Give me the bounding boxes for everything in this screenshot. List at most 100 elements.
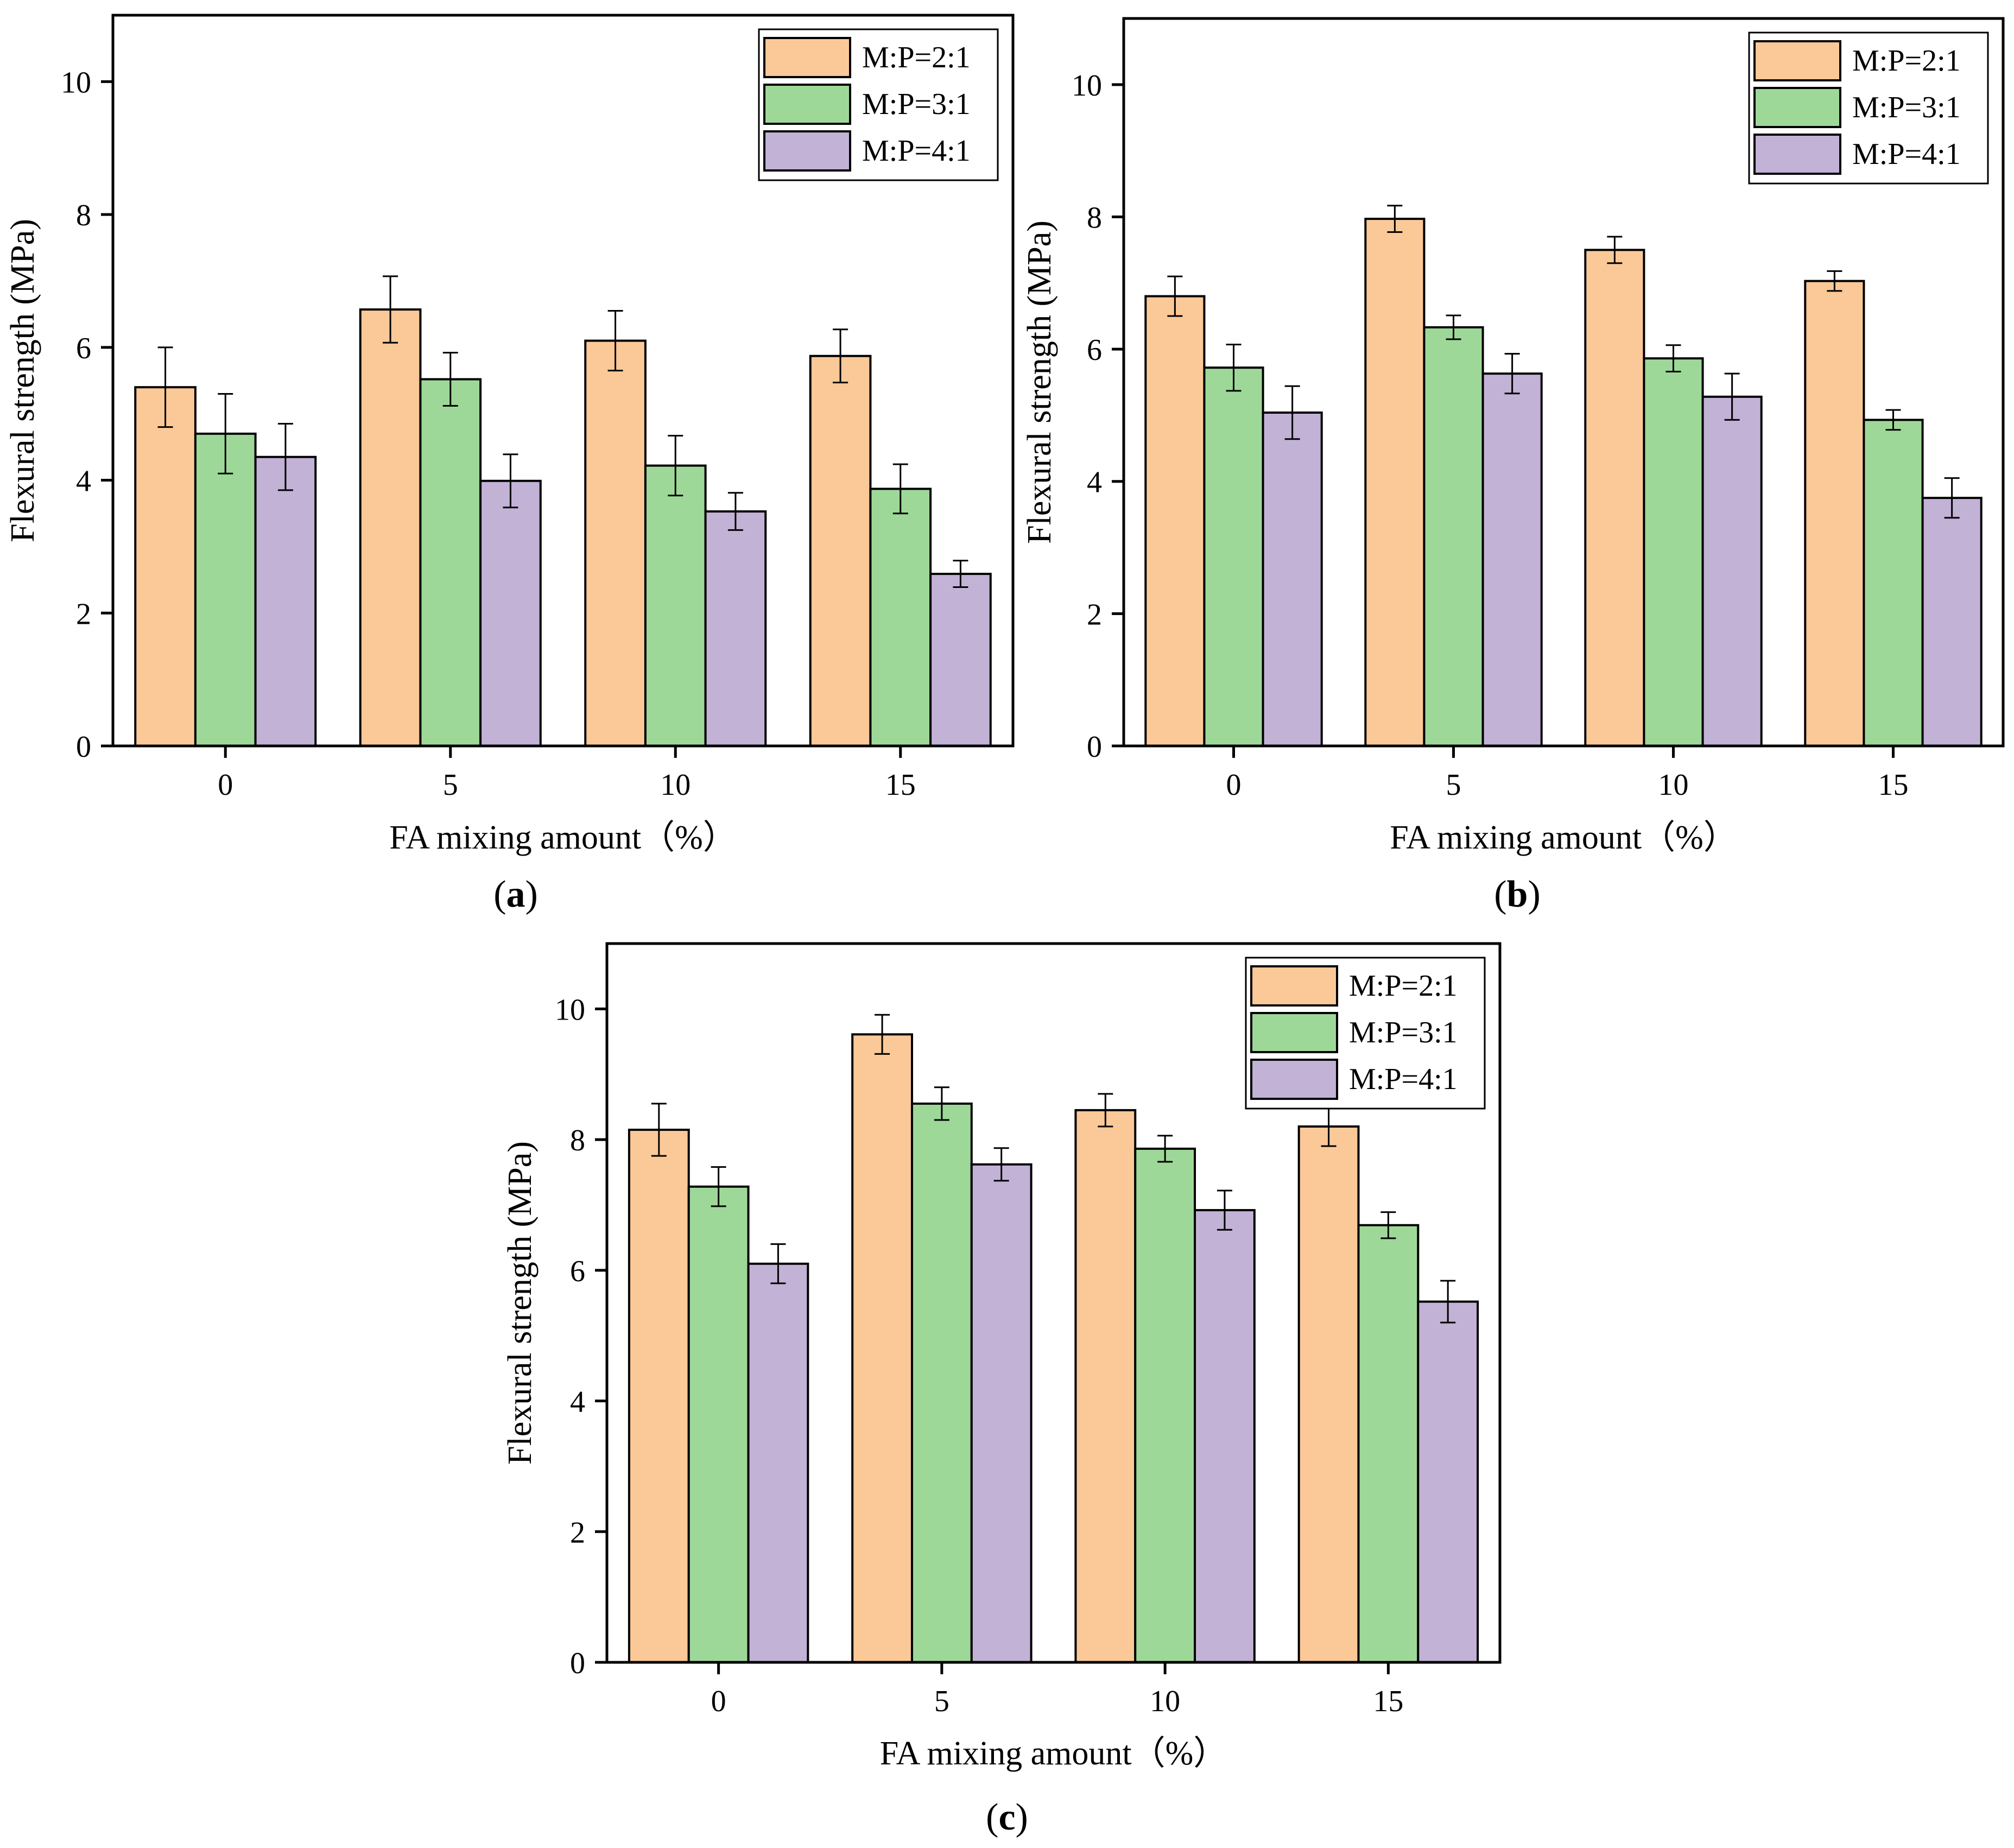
bar-c-1-2	[1134, 1147, 1196, 1664]
legend-a: M:P=2:1 M:P=3:1 M:P=4:1	[758, 28, 999, 181]
x-tick-label-b-3: 15	[1878, 768, 1909, 802]
panel-b: 0 2 4 6 8 10 0 5 10 15 FA mixing amount（%） Flexural…	[1021, 17, 2005, 856]
y-tick-label-c-5: 10	[555, 993, 585, 1027]
bar-b-0-2	[1584, 249, 1645, 747]
x-tick-label-c-1: 5	[934, 1685, 949, 1718]
bar-b-1-2	[1643, 357, 1704, 747]
bar-b-1-0	[1203, 366, 1264, 747]
bar-b-0-1	[1364, 218, 1426, 748]
bar-a-0-3	[809, 355, 872, 747]
x-tick-label-a-0: 0	[218, 768, 233, 802]
legend-label-a-0: M:P=2:1	[862, 41, 971, 74]
x-axis-label-b: FA mixing amount（%）	[1390, 819, 1737, 856]
bar-b-2-0	[1262, 412, 1323, 747]
bar-a-2-3	[929, 573, 992, 747]
legend-swatch-b-1	[1753, 87, 1841, 128]
bar-a-1-0	[194, 432, 257, 747]
panel-label-a: (a)	[493, 874, 538, 915]
legend-label-b-2: M:P=4:1	[1852, 137, 1961, 171]
legend-label-b-1: M:P=3:1	[1852, 91, 1961, 124]
bar-c-0-0	[628, 1129, 690, 1663]
y-axis-label-c: Flexural strength (MPa)	[502, 1141, 539, 1465]
y-tick-label-b-2: 4	[1087, 466, 1102, 499]
y-tick-label-b-3: 6	[1087, 333, 1102, 367]
bar-c-0-2	[1074, 1109, 1137, 1663]
y-tick-label-a-0: 0	[76, 730, 91, 764]
y-tick-label-a-5: 10	[61, 66, 91, 99]
bar-c-0-1	[851, 1033, 913, 1663]
bar-a-1-3	[869, 488, 932, 747]
x-tick-label-c-3: 15	[1373, 1685, 1403, 1718]
bar-c-1-3	[1357, 1224, 1420, 1664]
y-tick-label-a-3: 6	[76, 332, 91, 365]
x-tick-label-b-1: 5	[1446, 768, 1461, 802]
legend-label-b-0: M:P=2:1	[1852, 44, 1961, 78]
y-tick-label-a-1: 2	[76, 597, 91, 631]
x-tick-label-a-1: 5	[443, 768, 458, 802]
y-tick-label-c-2: 4	[570, 1385, 585, 1419]
bar-a-2-1	[479, 479, 542, 747]
x-tick-label-c-0: 0	[711, 1685, 726, 1718]
bar-a-2-0	[254, 455, 317, 747]
bar-b-2-3	[1921, 497, 1983, 747]
bar-c-2-0	[747, 1262, 809, 1663]
legend-label-a-1: M:P=3:1	[862, 87, 971, 121]
panel-label-c: (c)	[986, 1796, 1028, 1838]
bar-c-0-3	[1297, 1125, 1360, 1663]
bar-a-0-1	[359, 308, 422, 747]
bar-c-2-3	[1417, 1300, 1479, 1664]
bar-c-1-0	[687, 1185, 750, 1663]
plot-frame-a	[111, 14, 1015, 748]
legend-label-c-1: M:P=3:1	[1349, 1016, 1458, 1049]
bar-a-1-1	[419, 378, 482, 747]
legend-swatch-b-2	[1753, 134, 1841, 175]
panel-a: 0 2 4 6 8 10 0 5 10 15 FA mixing amount（%） Flexural…	[4, 14, 1015, 856]
x-tick-label-b-2: 10	[1658, 768, 1689, 802]
legend-b: M:P=2:1 M:P=3:1 M:P=4:1	[1748, 31, 1989, 185]
legend-swatch-a-2	[763, 130, 851, 172]
legend-label-a-2: M:P=4:1	[862, 134, 971, 168]
legend-swatch-b-0	[1753, 40, 1841, 81]
y-axis-label-b: Flexural strength (MPa)	[1021, 220, 1058, 544]
x-tick-label-a-3: 15	[885, 768, 916, 802]
legend-swatch-a-1	[763, 84, 851, 125]
bar-b-2-1	[1481, 372, 1543, 747]
y-tick-label-a-4: 8	[76, 199, 91, 232]
bar-b-1-3	[1863, 419, 1924, 747]
bar-a-0-0	[134, 386, 197, 747]
bar-b-2-2	[1701, 395, 1763, 747]
x-tick-label-b-0: 0	[1226, 768, 1242, 802]
x-axis-label-c: FA mixing amount（%）	[880, 1735, 1227, 1772]
y-tick-label-b-0: 0	[1087, 730, 1102, 764]
panel-c: 0 2 4 6 8 10 0 5 10 15 FA mixing amount（%） Flexural…	[502, 942, 1502, 1772]
y-tick-label-c-3: 6	[570, 1255, 585, 1288]
panel-label-b: (b)	[1494, 874, 1541, 915]
y-tick-label-c-1: 2	[570, 1516, 585, 1549]
legend-swatch-c-2	[1250, 1059, 1338, 1100]
bar-a-1-2	[644, 464, 707, 747]
y-tick-label-c-0: 0	[570, 1647, 585, 1680]
x-tick-label-c-2: 10	[1150, 1685, 1180, 1718]
bar-a-2-2	[704, 510, 767, 747]
legend-label-c-0: M:P=2:1	[1349, 969, 1458, 1003]
plot-frame-c	[605, 942, 1502, 1664]
y-tick-label-b-1: 2	[1087, 598, 1102, 631]
y-tick-label-c-4: 8	[570, 1124, 585, 1157]
plot-frame-b	[1122, 17, 2005, 748]
legend-swatch-c-1	[1250, 1012, 1338, 1053]
y-tick-label-b-4: 8	[1087, 201, 1102, 235]
legend-c: M:P=2:1 M:P=3:1 M:P=4:1	[1245, 957, 1486, 1110]
bar-c-1-1	[910, 1102, 973, 1663]
y-axis-label-a: Flexural strength (MPa)	[4, 219, 41, 542]
bar-b-0-0	[1144, 295, 1206, 747]
bar-b-0-3	[1804, 280, 1865, 747]
x-tick-label-a-2: 10	[660, 768, 691, 802]
y-tick-label-b-5: 10	[1072, 69, 1102, 103]
y-tick-label-a-2: 4	[76, 465, 91, 498]
bar-c-2-1	[970, 1163, 1033, 1663]
x-axis-label-a: FA mixing amount（%）	[389, 819, 737, 856]
bar-b-1-1	[1423, 326, 1484, 747]
legend-swatch-a-0	[763, 37, 851, 78]
legend-swatch-c-0	[1250, 965, 1338, 1007]
